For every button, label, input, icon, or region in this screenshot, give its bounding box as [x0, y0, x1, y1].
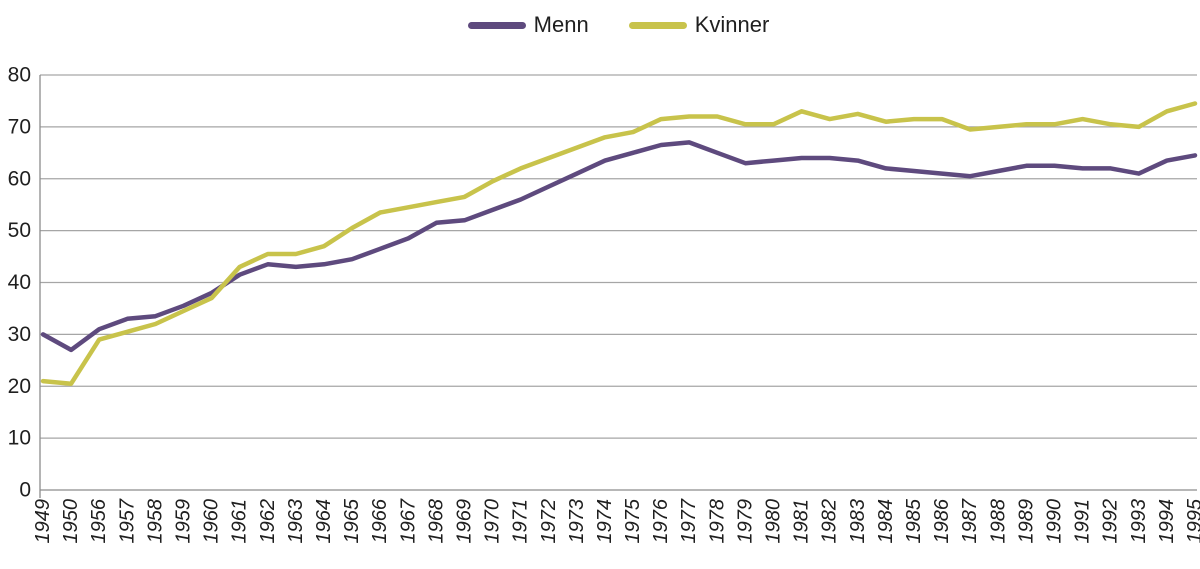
y-tick-label-0: 0: [19, 479, 31, 502]
x-tick-label-1993: 1993: [1128, 499, 1150, 544]
menn-line-swatch: [467, 21, 526, 29]
y-tick-label-50: 50: [8, 219, 31, 242]
y-tick-label-60: 60: [8, 167, 31, 190]
x-tick-label-1991: 1991: [1072, 499, 1094, 544]
x-tick-label-1961: 1961: [229, 499, 251, 544]
x-tick-label-1949: 1949: [32, 499, 54, 544]
x-tick-label-1982: 1982: [819, 499, 841, 544]
x-tick-label-1969: 1969: [453, 499, 475, 544]
x-tick-label-1987: 1987: [959, 498, 981, 543]
x-tick-label-1950: 1950: [60, 499, 82, 544]
x-tick-label-1964: 1964: [313, 499, 335, 544]
x-tick-label-1989: 1989: [1015, 499, 1037, 544]
x-tick-label-1968: 1968: [425, 499, 447, 544]
x-tick-label-1956: 1956: [88, 498, 110, 543]
kvinner-line-swatch: [628, 21, 687, 29]
x-tick-label-1986: 1986: [931, 498, 953, 543]
x-tick-label-1981: 1981: [791, 499, 813, 544]
x-tick-label-1970: 1970: [482, 499, 504, 544]
x-tick-label-1988: 1988: [987, 499, 1009, 544]
x-tick-label-1971: 1971: [510, 499, 532, 544]
y-tick-label-40: 40: [8, 271, 31, 294]
x-tick-label-1972: 1972: [538, 499, 560, 544]
x-tick-label-1975: 1975: [622, 498, 644, 543]
x-tick-label-1984: 1984: [875, 499, 897, 544]
x-tick-label-1958: 1958: [144, 499, 166, 544]
legend-item-kvinner: Kvinner: [628, 12, 770, 37]
x-tick-label-1983: 1983: [847, 499, 869, 544]
series-line-menn: [40, 140, 1198, 353]
x-tick-label-1957: 1957: [116, 498, 138, 543]
legend-label: Kvinner: [694, 12, 770, 37]
series-line-kvinner: [40, 101, 1198, 386]
x-tick-label-1960: 1960: [201, 499, 223, 544]
x-tick-label-1973: 1973: [566, 499, 588, 544]
y-tick-label-70: 70: [8, 115, 31, 138]
x-tick-label-1959: 1959: [172, 499, 194, 544]
x-tick-label-1977: 1977: [678, 498, 700, 543]
x-tick-label-1994: 1994: [1156, 499, 1178, 544]
x-tick-label-1992: 1992: [1100, 499, 1122, 544]
chart-legend: Menn Kvinner: [40, 14, 1197, 36]
x-tick-label-1978: 1978: [706, 499, 728, 544]
x-tick-label-1979: 1979: [734, 499, 756, 544]
x-tick-label-1976: 1976: [650, 498, 672, 543]
x-tick-label-1980: 1980: [763, 499, 785, 544]
x-tick-label-1966: 1966: [369, 498, 391, 543]
y-tick-label-10: 10: [8, 427, 31, 450]
x-tick-label-1974: 1974: [594, 499, 616, 544]
x-tick-label-1985: 1985: [903, 498, 925, 543]
legend-label: Menn: [533, 12, 589, 37]
x-tick-label-1962: 1962: [257, 499, 279, 544]
x-tick-label-1990: 1990: [1044, 499, 1066, 544]
x-tick-label-1965: 1965: [341, 498, 363, 543]
y-tick-label-80: 80: [8, 64, 31, 87]
y-tick-label-20: 20: [8, 375, 31, 398]
x-tick-label-1995: 1995: [1184, 498, 1200, 543]
legend-item-menn: Menn: [467, 12, 589, 37]
y-tick-label-30: 30: [8, 323, 31, 346]
x-tick-label-1967: 1967: [397, 498, 419, 543]
x-tick-label-1963: 1963: [285, 499, 307, 544]
